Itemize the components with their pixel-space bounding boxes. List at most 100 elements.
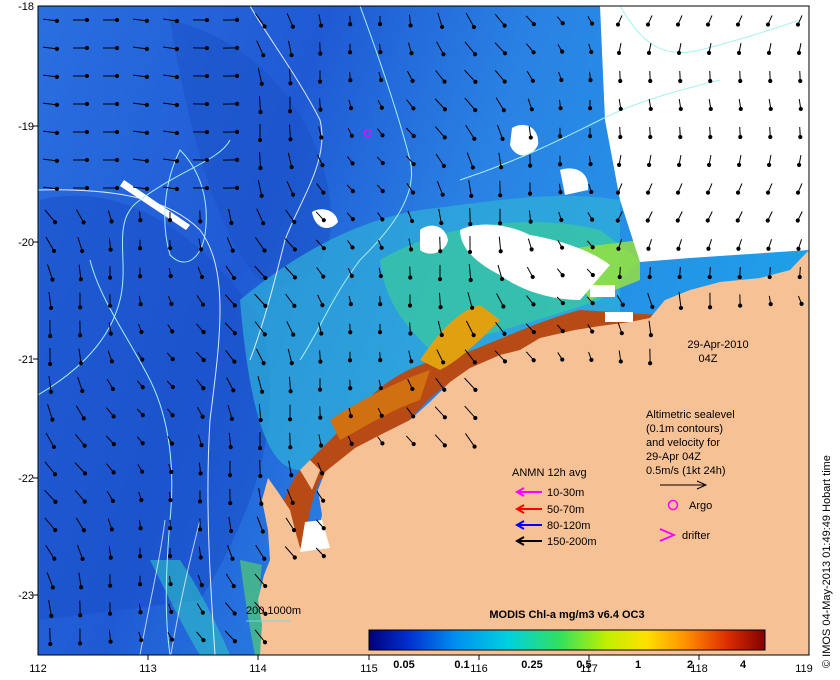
velocity-arrow xyxy=(78,572,82,588)
velocity-arrow-head xyxy=(111,470,116,475)
velocity-arrow xyxy=(284,238,296,250)
velocity-arrow-head xyxy=(144,18,150,23)
velocity-arrow-head xyxy=(502,359,508,364)
velocity-arrow-head xyxy=(735,190,741,195)
velocity-arrow-head xyxy=(292,555,297,560)
velocity-arrow xyxy=(498,152,502,168)
velocity-arrow xyxy=(647,292,653,308)
velocity-arrow-head xyxy=(676,50,682,56)
velocity-arrow-head xyxy=(263,583,268,589)
velocity-arrow-head xyxy=(560,21,565,26)
velocity-arrow xyxy=(227,404,233,420)
velocity-arrow-head xyxy=(84,157,90,163)
velocity-arrow xyxy=(42,186,58,190)
velocity-arrow-head xyxy=(290,500,295,505)
velocity-arrow-head xyxy=(292,219,297,225)
velocity-arrow xyxy=(226,377,234,391)
velocity-arrow-head xyxy=(796,162,802,168)
velocity-arrow-head xyxy=(411,106,416,111)
x-tick-label: 113 xyxy=(139,663,157,675)
velocity-arrow-head xyxy=(798,134,803,140)
velocity-arrow-head xyxy=(442,387,447,392)
velocity-arrow xyxy=(467,292,473,308)
land-mass xyxy=(258,250,809,655)
velocity-arrow-head xyxy=(261,361,266,366)
velocity-arrow-head xyxy=(320,471,325,476)
velocity-arrow xyxy=(74,462,86,474)
velocity-arrow xyxy=(256,516,264,532)
velocity-arrow-head xyxy=(261,221,266,226)
velocity-arrow-head xyxy=(648,333,654,338)
velocity-arrow-head xyxy=(289,53,294,58)
velocity-arrow xyxy=(132,158,148,162)
velocity-arrow xyxy=(288,460,292,476)
velocity-arrow-head xyxy=(50,277,55,282)
velocity-arrow-head xyxy=(201,386,206,391)
velocity-arrow-head xyxy=(170,413,175,418)
colorbar-ticks: 0.05 0.1 0.25 0.5 1 2 4 xyxy=(393,659,747,671)
velocity-arrow-head xyxy=(174,18,180,24)
velocity-arrow-head xyxy=(114,17,120,23)
velocity-arrow-head xyxy=(502,79,507,84)
velocity-arrow-head xyxy=(472,444,477,449)
velocity-arrow xyxy=(254,573,266,587)
deep-water-patch xyxy=(170,20,332,286)
velocity-arrow-head xyxy=(263,611,268,616)
deep-water-patch xyxy=(40,195,271,620)
velocity-arrow xyxy=(48,600,52,616)
coastal-ribbon xyxy=(240,560,268,655)
velocity-arrow-head xyxy=(260,529,265,534)
velocity-arrow-head xyxy=(500,136,505,141)
velocity-arrow-head xyxy=(408,331,413,336)
cloud-patch xyxy=(560,168,589,195)
velocity-arrow xyxy=(468,180,472,196)
velocity-arrow-head xyxy=(765,190,771,195)
velocity-arrow-head xyxy=(198,219,203,224)
velocity-arrow xyxy=(465,124,475,140)
velocity-arrow-head xyxy=(735,22,741,27)
velocity-arrow-head xyxy=(675,190,681,195)
colorbar-title: MODIS Chl-a mg/m3 v6.4 OC3 xyxy=(489,609,644,621)
velocity-arrow xyxy=(286,321,294,335)
velocity-arrow-head xyxy=(471,333,476,338)
velocity-arrow-head xyxy=(411,162,416,167)
velocity-arrow xyxy=(162,158,178,162)
velocity-arrow-head xyxy=(170,384,175,390)
velocity-arrow-head xyxy=(560,273,565,278)
velocity-arrow-head xyxy=(409,51,414,56)
x-tick-label: 119 xyxy=(795,663,813,675)
x-tick-label: 118 xyxy=(690,663,708,675)
velocity-arrow xyxy=(49,627,51,645)
velocity-arrow-head xyxy=(48,333,53,339)
velocity-arrow-head xyxy=(707,274,712,280)
velocity-arrow-head xyxy=(288,445,293,450)
velocity-arrow-head xyxy=(472,52,478,57)
velocity-arrow-head xyxy=(410,386,415,392)
velocity-arrow-head xyxy=(48,361,53,367)
velocity-arrow-head xyxy=(469,305,475,310)
velocity-arrow-head xyxy=(768,134,773,140)
velocity-arrow-head xyxy=(78,277,83,282)
velocity-arrow-head xyxy=(557,134,563,139)
velocity-arrow xyxy=(495,97,505,111)
velocity-arrow xyxy=(286,181,294,195)
colorbar xyxy=(368,629,766,651)
velocity-arrow-head xyxy=(138,274,143,279)
velocity-arrow-head xyxy=(168,498,173,503)
velocity-arrow-head xyxy=(78,361,84,366)
velocity-arrow-head xyxy=(234,17,240,22)
velocity-arrow-head xyxy=(318,107,323,112)
velocity-arrow-head xyxy=(169,441,175,446)
velocity-arrow xyxy=(254,321,266,335)
velocity-arrow-head xyxy=(174,186,180,192)
velocity-arrow-head xyxy=(169,469,174,475)
velocity-arrow xyxy=(42,158,58,162)
velocity-arrow-head xyxy=(54,158,60,163)
velocity-arrow-head xyxy=(441,163,447,169)
velocity-arrow xyxy=(77,236,83,252)
altimetry-line: (0.1m contours) xyxy=(646,423,723,435)
velocity-arrow-head xyxy=(259,81,264,86)
velocity-arrow-head xyxy=(378,50,383,55)
velocity-arrow-head xyxy=(377,22,383,27)
velocity-arrow-head xyxy=(228,501,233,506)
